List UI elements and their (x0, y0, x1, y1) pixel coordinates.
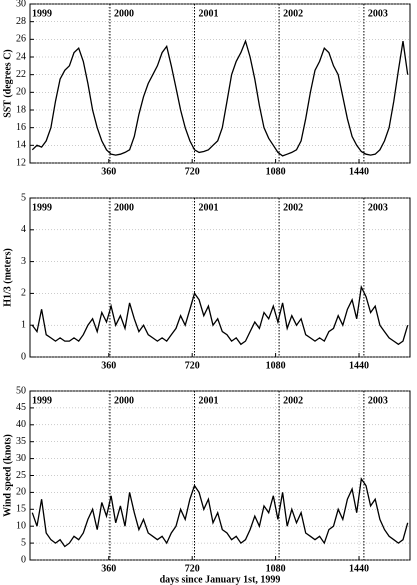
y-axis-label: H1/3 (meters) (2, 248, 13, 307)
y-tick-label: 28 (16, 16, 26, 27)
x-tick-label: 360 (101, 563, 116, 574)
x-tick-label: 720 (185, 563, 200, 574)
y-tick-label: 3 (21, 256, 26, 267)
year-label: 2001 (199, 395, 219, 406)
x-tick-label: 1080 (266, 166, 286, 177)
y-tick-label: 0 (21, 554, 26, 565)
y-tick-label: 15 (16, 504, 26, 515)
y-tick-label: 20 (16, 487, 26, 498)
year-label: 2003 (368, 395, 388, 406)
year-label: 2003 (368, 202, 388, 213)
plot-frame (29, 3, 411, 164)
x-tick-label: 720 (185, 360, 200, 371)
year-label: 2000 (114, 8, 134, 19)
x-tick-label: 360 (101, 360, 116, 371)
y-tick-label: 1 (21, 319, 26, 330)
y-tick-label: 0 (21, 351, 26, 362)
x-tick-label: 1080 (266, 360, 286, 371)
y-tick-label: 25 (16, 470, 26, 481)
y-tick-label: 45 (16, 402, 26, 413)
data-line (31, 477, 409, 548)
y-axis-label: SST (degrees C) (2, 49, 13, 118)
y-tick-label: 5 (21, 192, 26, 203)
plot-frame (29, 197, 411, 358)
x-tick-label: 720 (185, 166, 200, 177)
y-tick-label: 22 (16, 69, 26, 80)
y-axis-label: Wind speed (knots) (2, 434, 13, 517)
data-line (31, 39, 409, 157)
x-tick-label: 1440 (349, 166, 369, 177)
y-tick-label: 16 (16, 122, 26, 133)
year-label: 2002 (283, 8, 303, 19)
y-tick-label: 12 (16, 157, 26, 168)
y-tick-label: 2 (21, 288, 26, 299)
y-tick-label: 35 (16, 436, 26, 447)
year-label: 2002 (283, 395, 303, 406)
y-tick-label: 40 (16, 419, 26, 430)
x-tick-label: 1440 (349, 360, 369, 371)
y-tick-label: 26 (16, 34, 26, 45)
year-label: 2003 (368, 8, 388, 19)
x-tick-label: 1440 (349, 563, 369, 574)
y-tick-label: 30 (16, 453, 26, 464)
y-tick-label: 5 (21, 537, 26, 548)
x-tick-label: 360 (101, 166, 116, 177)
data-line (31, 284, 409, 346)
y-tick-label: 10 (16, 520, 26, 531)
y-tick-label: 18 (16, 104, 26, 115)
year-label: 1999 (32, 8, 52, 19)
year-label: 2001 (199, 8, 219, 19)
x-axis-label: days since January 1st, 1999 (160, 574, 281, 585)
y-tick-label: 30 (16, 0, 26, 9)
x-tick-label: 1080 (266, 563, 286, 574)
y-tick-label: 50 (16, 385, 26, 396)
y-tick-label: 4 (21, 224, 26, 235)
year-label: 1999 (32, 202, 52, 213)
year-label: 2002 (283, 202, 303, 213)
y-tick-label: 20 (16, 87, 26, 98)
year-label: 2000 (114, 202, 134, 213)
y-tick-label: 24 (16, 51, 26, 62)
year-label: 2001 (199, 202, 219, 213)
year-label: 2000 (114, 395, 134, 406)
year-label: 1999 (32, 395, 52, 406)
y-tick-label: 14 (16, 140, 26, 151)
